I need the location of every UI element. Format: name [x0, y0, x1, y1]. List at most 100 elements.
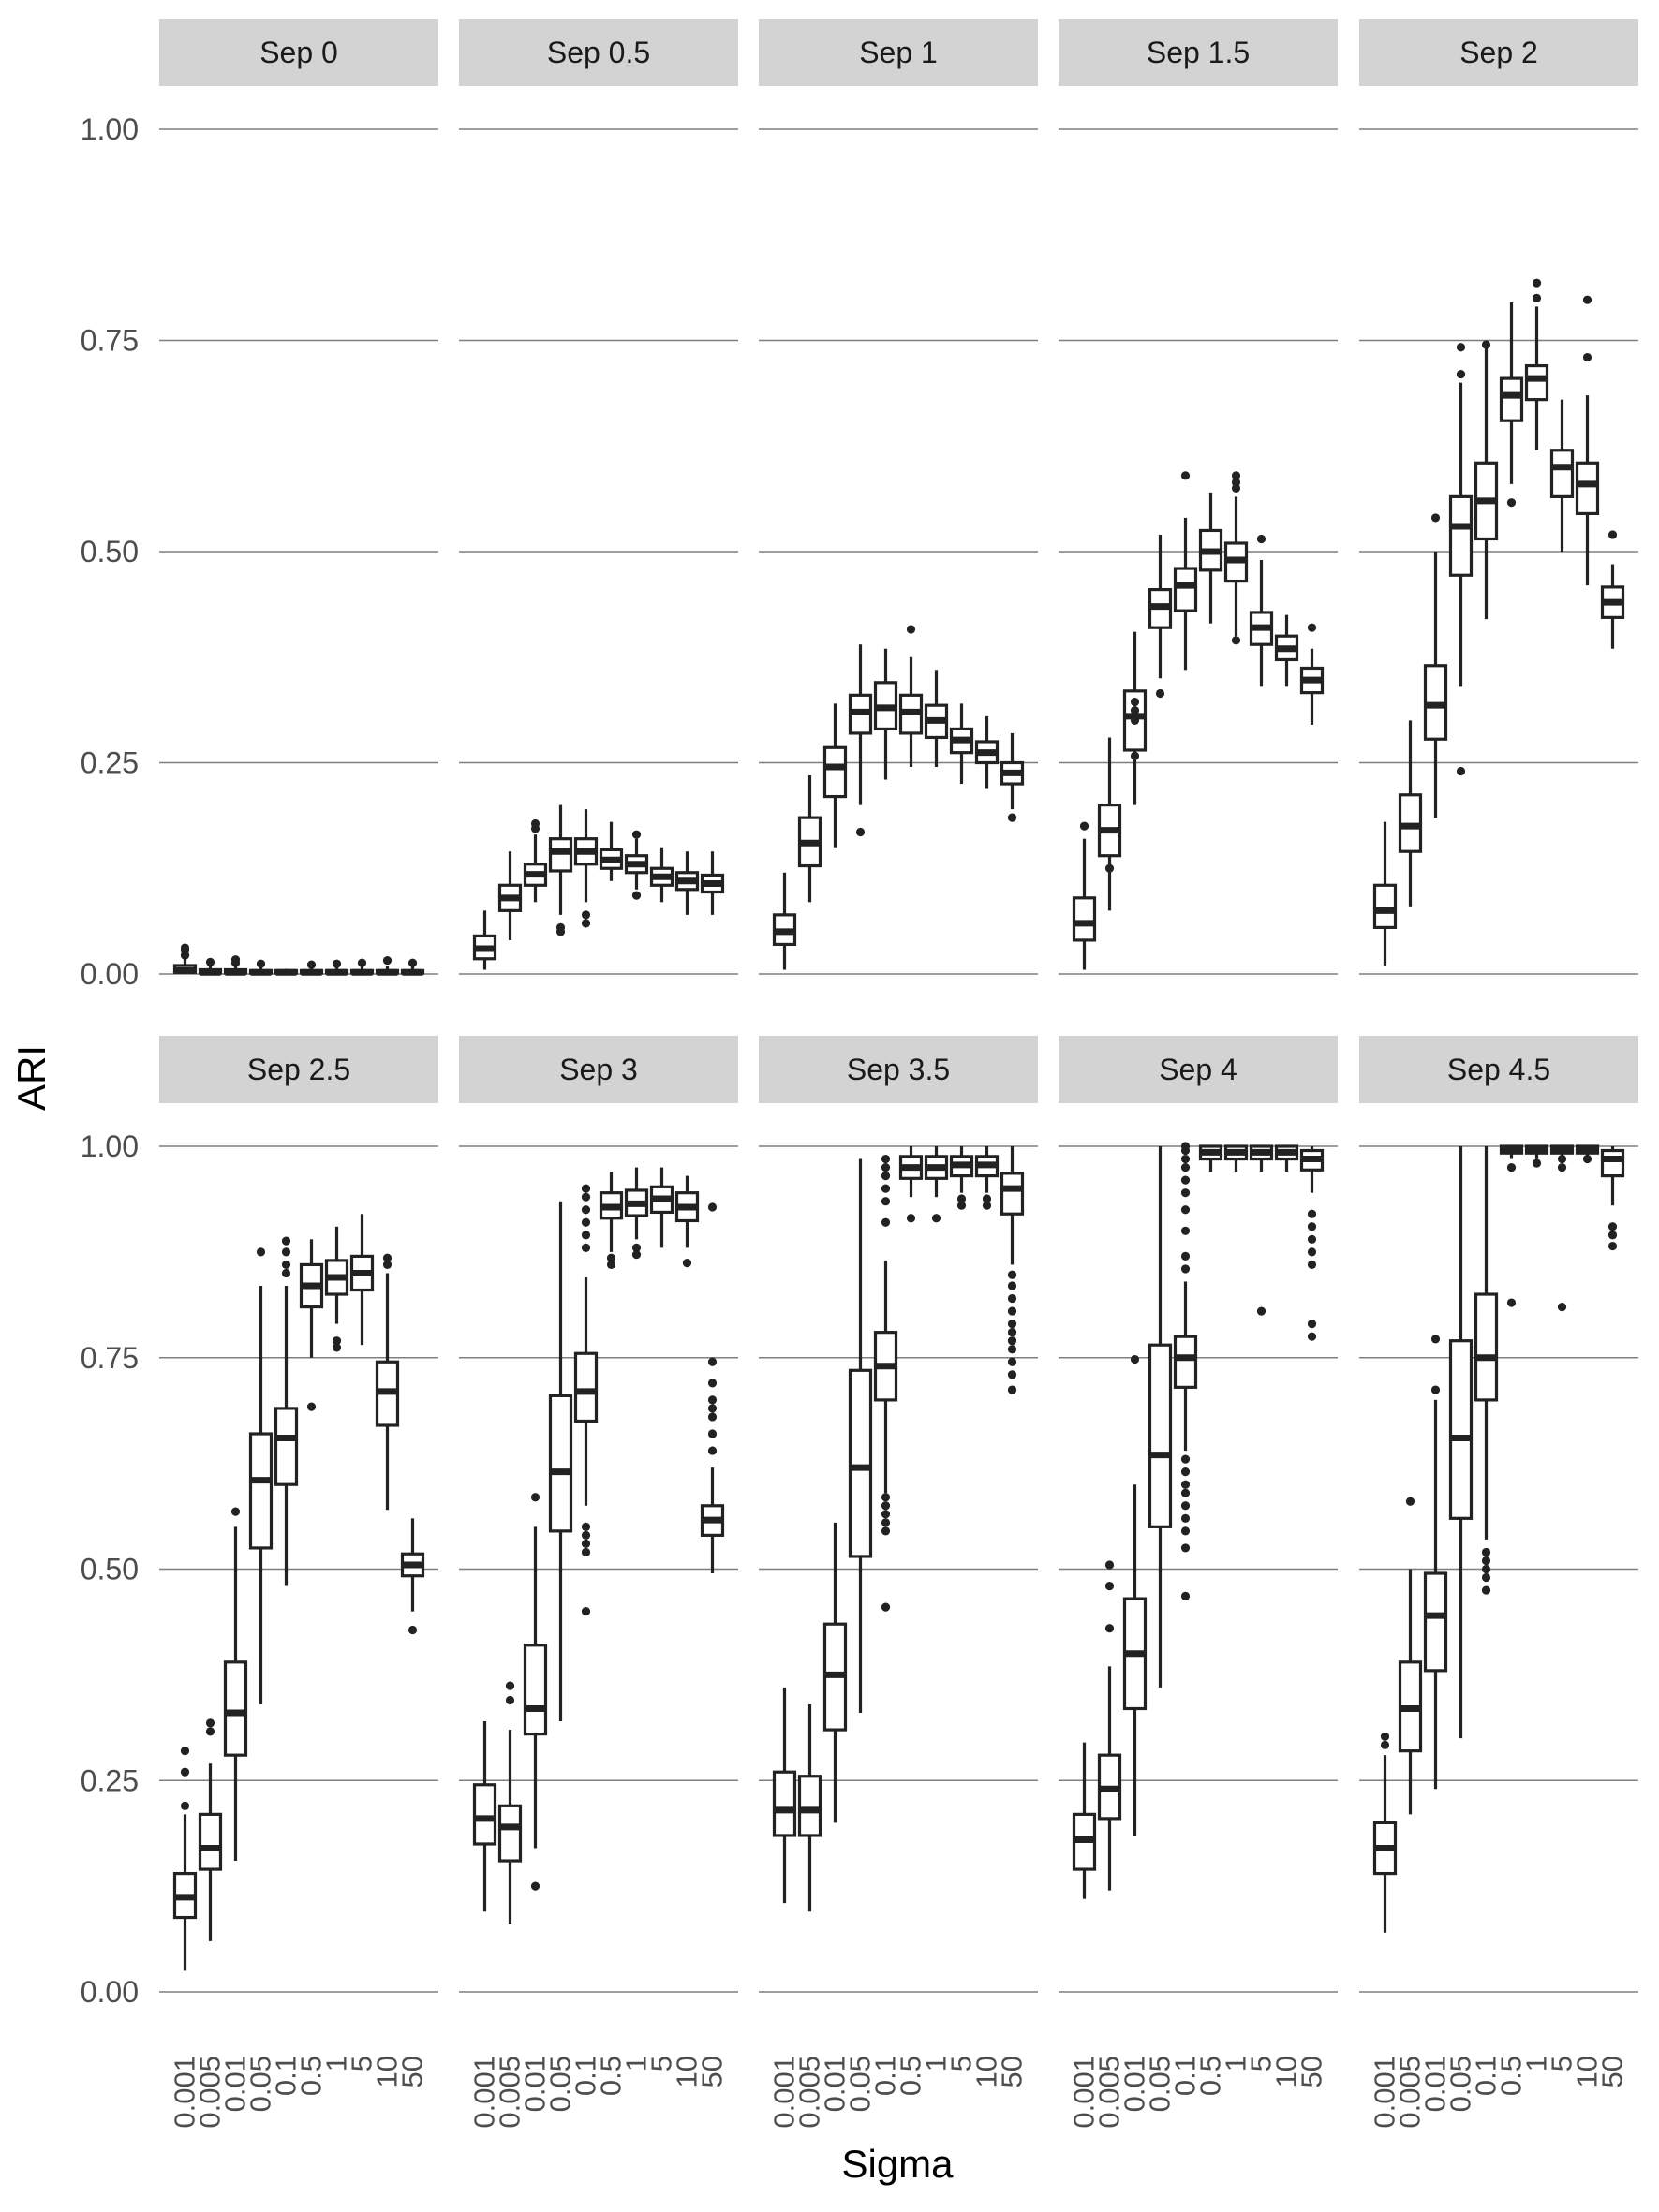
outlier-point — [1007, 1370, 1017, 1379]
x-tick-label: 0.1 — [570, 2056, 602, 2096]
outlier-point — [707, 1379, 718, 1388]
outlier-point — [1380, 1732, 1390, 1741]
box-10 — [1575, 1144, 1600, 1164]
outlier-point — [1607, 1222, 1618, 1231]
x-tick-label: 50 — [996, 2056, 1029, 2087]
outlier-point — [1532, 1158, 1542, 1168]
outlier-point — [555, 922, 566, 932]
y-axis-title: ARI — [9, 1045, 53, 1111]
box-0.001 — [772, 1687, 797, 1904]
outlier-point — [707, 1395, 718, 1405]
outlier-point — [382, 1260, 393, 1270]
y-tick-label: 0.75 — [81, 324, 139, 358]
box-0.5 — [1499, 302, 1524, 508]
outlier-point — [1007, 1306, 1017, 1316]
box-iqr — [573, 1351, 599, 1423]
x-tick-label: 0.005 — [1394, 2056, 1427, 2129]
x-tick-label: 1 — [620, 2056, 653, 2072]
outlier-point — [631, 1249, 642, 1260]
x-tick-label: 1 — [1520, 2056, 1553, 2072]
x-tick-label: 0.01 — [1118, 2056, 1151, 2112]
box-iqr — [274, 1407, 299, 1486]
x-tick-label: 50 — [1596, 2056, 1629, 2087]
y-tick-label: 0.50 — [81, 1553, 139, 1586]
x-tick-label: 0.01 — [219, 2056, 252, 2112]
outlier-point — [1007, 1270, 1017, 1279]
box-0.1 — [1474, 340, 1499, 620]
box-0.01 — [223, 1507, 248, 1862]
box-0.005 — [497, 851, 523, 940]
facet-strip-label: Sep 2.5 — [247, 1053, 350, 1086]
outlier-point — [230, 955, 241, 965]
outlier-point — [1481, 1585, 1491, 1595]
outlier-point — [180, 1767, 190, 1777]
outlier-point — [1607, 1241, 1618, 1251]
outlier-point — [581, 1205, 591, 1215]
box-0.001 — [472, 1721, 497, 1912]
outlier-point — [682, 1259, 692, 1268]
outlier-point — [1430, 1335, 1441, 1344]
outlier-point — [530, 818, 541, 829]
x-tick-label: 0.001 — [1369, 2056, 1401, 2129]
outlier-point — [256, 959, 266, 968]
outlier-point — [530, 1881, 541, 1891]
outlier-point — [581, 1184, 591, 1193]
box-50 — [1000, 732, 1025, 822]
outlier-point — [581, 1231, 591, 1240]
box-1 — [324, 1226, 349, 1352]
box-10 — [1274, 1144, 1299, 1172]
box-iqr — [1148, 1343, 1173, 1528]
box-iqr — [497, 1804, 523, 1863]
outlier-point — [1130, 1354, 1140, 1364]
outlier-point — [1307, 1247, 1317, 1257]
outlier-point — [1180, 1188, 1191, 1198]
outlier-point — [1180, 1264, 1191, 1274]
outlier-point — [1307, 1222, 1317, 1231]
box-5 — [1249, 534, 1274, 687]
y-tick-label: 0.75 — [81, 1341, 139, 1375]
box-iqr — [822, 745, 848, 799]
outlier-point — [1180, 1513, 1191, 1523]
x-tick-label: 10 — [371, 2056, 404, 2087]
outlier-point — [1104, 863, 1115, 873]
outlier-point — [1130, 697, 1140, 707]
outlier-point — [982, 1194, 992, 1203]
x-tick-label: 0.1 — [1470, 2056, 1503, 2096]
box-iqr — [1549, 449, 1575, 498]
box-0.1 — [573, 1184, 599, 1616]
outlier-point — [1104, 1581, 1115, 1591]
box-iqr — [772, 1770, 797, 1837]
box-0.005 — [1097, 1560, 1122, 1891]
x-tick-label: 0.001 — [468, 2056, 501, 2129]
box-5 — [349, 958, 375, 976]
outlier-point — [1557, 1302, 1567, 1312]
outlier-point — [1456, 343, 1466, 352]
outlier-point — [581, 919, 591, 928]
x-tick-label: 10 — [671, 2056, 704, 2087]
facet-strip-label: Sep 4.5 — [1447, 1053, 1550, 1086]
box-iqr — [548, 1394, 573, 1533]
box-0.05 — [248, 959, 274, 976]
box-iqr — [223, 1660, 248, 1757]
outlier-point — [1007, 1345, 1017, 1354]
outlier-point — [332, 1343, 342, 1352]
outlier-point — [1180, 1543, 1191, 1553]
x-tick-label: 0.01 — [819, 2056, 852, 2112]
box-50 — [1600, 1146, 1625, 1251]
outlier-point — [1506, 498, 1517, 508]
box-0.001 — [1072, 1742, 1097, 1899]
outlier-point — [505, 1695, 515, 1705]
box-iqr — [797, 1775, 822, 1837]
box-iqr — [1072, 896, 1097, 942]
box-10 — [375, 1253, 400, 1511]
outlier-point — [881, 1217, 891, 1227]
x-tick-label: 5 — [1546, 2056, 1578, 2072]
outlier-point — [1180, 1226, 1191, 1235]
y-tick-label: 0.25 — [81, 746, 139, 780]
outlier-point — [1481, 340, 1491, 349]
x-tick-label: 0.001 — [1068, 2056, 1101, 2129]
outlier-point — [581, 1547, 591, 1557]
outlier-point — [707, 1404, 718, 1413]
outlier-point — [581, 1522, 591, 1531]
